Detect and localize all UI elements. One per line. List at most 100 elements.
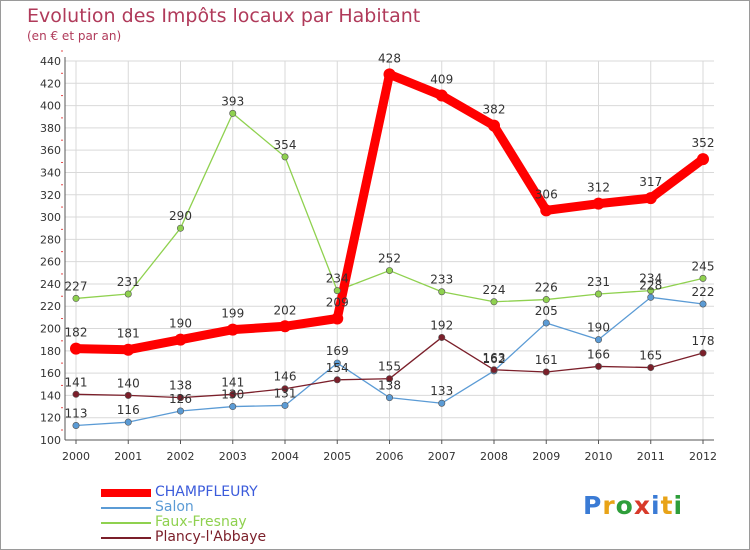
data-point-plancy-l-abbaye xyxy=(438,333,446,341)
data-point-plancy-l-abbaye xyxy=(229,390,237,398)
data-label-faux-fresnay: 245 xyxy=(692,259,715,273)
data-label-champfleury: 209 xyxy=(326,295,349,309)
data-point-champfleury xyxy=(226,323,239,336)
y-tick-label: 260 xyxy=(40,256,61,269)
y-tick-label: 360 xyxy=(40,144,61,157)
data-label-champfleury: 306 xyxy=(535,187,558,201)
data-label-faux-fresnay: 393 xyxy=(221,94,244,108)
legend-swatch xyxy=(101,536,151,539)
data-point-faux-fresnay xyxy=(385,267,393,275)
data-point-champfleury xyxy=(540,204,553,217)
data-label-faux-fresnay: 227 xyxy=(65,279,88,293)
data-point-salon xyxy=(229,403,237,411)
data-label-champfleury: 382 xyxy=(483,103,506,117)
data-label-faux-fresnay: 226 xyxy=(535,281,558,295)
legend-swatch xyxy=(101,488,151,497)
data-label-plancy-l-abbaye: 163 xyxy=(483,351,506,365)
y-tick-label: 400 xyxy=(40,100,61,113)
logo-letter: i xyxy=(673,491,684,520)
data-point-plancy-l-abbaye xyxy=(281,385,289,393)
data-label-faux-fresnay: 224 xyxy=(483,283,506,297)
x-tick-label: 2010 xyxy=(585,450,613,463)
x-tick-label: 2005 xyxy=(323,450,351,463)
data-label-salon: 162 xyxy=(483,352,506,366)
x-tick-label: 2012 xyxy=(689,450,717,463)
series-points xyxy=(70,68,709,430)
y-tick-label: 420 xyxy=(40,77,61,90)
y-tick-label: 160 xyxy=(40,367,61,380)
x-tick-label: 2000 xyxy=(62,450,90,463)
data-label-salon: 133 xyxy=(430,384,453,398)
logo-letter: t xyxy=(660,491,674,520)
data-point-plancy-l-abbaye xyxy=(490,366,498,374)
logo-letter: i xyxy=(651,491,661,520)
data-label-champfleury: 181 xyxy=(117,327,140,341)
data-point-champfleury xyxy=(174,333,187,346)
data-point-champfleury xyxy=(592,197,605,210)
data-label-faux-fresnay: 233 xyxy=(430,273,453,287)
legend-item: Plancy-l'Abbaye xyxy=(101,530,266,545)
data-label-plancy-l-abbaye: 141 xyxy=(221,375,244,389)
data-point-faux-fresnay xyxy=(438,288,446,296)
data-label-salon: 222 xyxy=(692,285,715,299)
data-point-faux-fresnay xyxy=(542,296,550,304)
data-point-salon xyxy=(124,418,132,426)
data-label-salon: 190 xyxy=(587,321,610,335)
data-label-champfleury: 352 xyxy=(692,136,715,150)
data-label-champfleury: 199 xyxy=(221,307,244,321)
data-label-champfleury: 428 xyxy=(378,51,401,65)
data-point-plancy-l-abbaye xyxy=(699,349,707,357)
data-label-plancy-l-abbaye: 165 xyxy=(639,349,662,363)
data-label-plancy-l-abbaye: 192 xyxy=(430,318,453,332)
data-point-salon xyxy=(542,319,550,327)
data-label-champfleury: 182 xyxy=(65,326,88,340)
data-label-plancy-l-abbaye: 155 xyxy=(378,360,401,374)
y-tick-label: 380 xyxy=(40,122,61,135)
data-point-faux-fresnay xyxy=(490,298,498,306)
y-tick-label: 120 xyxy=(40,412,61,425)
x-tick-label: 2011 xyxy=(637,450,665,463)
data-label-plancy-l-abbaye: 178 xyxy=(692,334,715,348)
data-point-plancy-l-abbaye xyxy=(594,362,602,370)
data-label-faux-fresnay: 354 xyxy=(274,138,297,152)
chart-title: Evolution des Impôts locaux par Habitant xyxy=(27,5,421,27)
x-tick-label: 2002 xyxy=(167,450,195,463)
legend-label: Salon xyxy=(155,499,194,515)
data-label-plancy-l-abbaye: 161 xyxy=(535,353,558,367)
data-point-faux-fresnay xyxy=(333,287,341,295)
x-tick-label: 2001 xyxy=(114,450,142,463)
data-label-salon: 113 xyxy=(65,407,88,421)
logo-letter: P xyxy=(583,491,603,520)
data-point-plancy-l-abbaye xyxy=(385,375,393,383)
data-label-salon: 130 xyxy=(221,388,244,402)
data-point-faux-fresnay xyxy=(699,274,707,282)
y-tick-label: 440 xyxy=(40,55,61,68)
legend-item: CHAMPFLEURY xyxy=(101,485,266,500)
data-point-champfleury xyxy=(697,153,709,166)
data-point-faux-fresnay xyxy=(124,290,132,298)
data-point-champfleury xyxy=(383,68,396,81)
data-label-salon: 205 xyxy=(535,304,558,318)
proxiti-logo: Proxiti xyxy=(583,491,683,520)
data-label-salon: 138 xyxy=(378,379,401,393)
logo-letter: r xyxy=(602,491,616,520)
data-label-plancy-l-abbaye: 146 xyxy=(274,370,297,384)
data-point-faux-fresnay xyxy=(281,153,289,161)
legend-item: Faux-Fresnay xyxy=(101,515,266,530)
legend-swatch xyxy=(101,506,151,509)
y-tick-label: 300 xyxy=(40,211,61,224)
legend-swatch xyxy=(101,521,151,524)
data-point-plancy-l-abbaye xyxy=(72,390,80,398)
data-label-salon: 126 xyxy=(169,392,192,406)
data-label-salon: 169 xyxy=(326,344,349,358)
legend-label: Plancy-l'Abbaye xyxy=(155,529,267,545)
data-label-plancy-l-abbaye: 166 xyxy=(587,347,610,361)
x-tick-label: 2003 xyxy=(219,450,247,463)
data-label-champfleury: 202 xyxy=(274,303,297,317)
data-point-salon xyxy=(281,401,289,409)
data-label-plancy-l-abbaye: 140 xyxy=(117,376,140,390)
data-label-plancy-l-abbaye: 141 xyxy=(65,375,88,389)
data-point-faux-fresnay xyxy=(177,224,185,232)
data-point-plancy-l-abbaye xyxy=(124,391,132,399)
